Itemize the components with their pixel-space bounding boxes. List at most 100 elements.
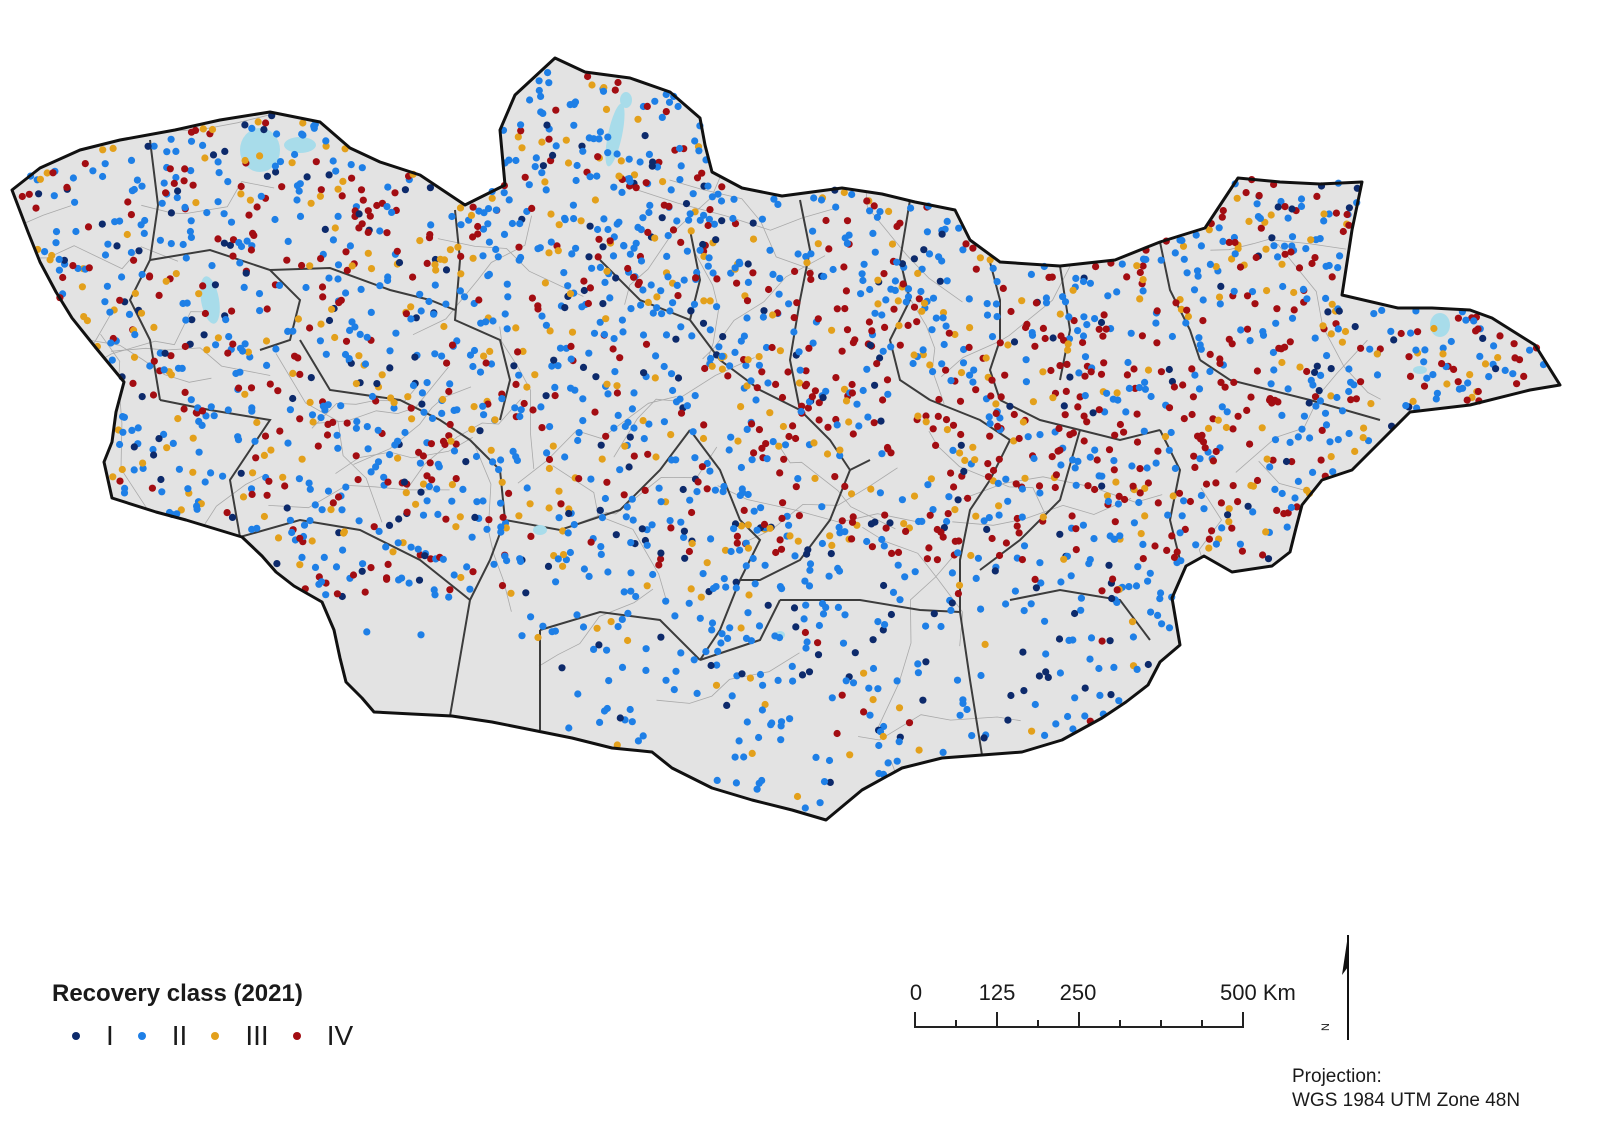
recovery-point-class-iii — [1430, 324, 1438, 333]
recovery-point-class-i — [749, 219, 757, 227]
recovery-point-class-i — [936, 277, 944, 285]
recovery-point-class-ii — [566, 548, 575, 557]
recovery-point-class-ii — [579, 147, 587, 155]
recovery-point-class-iii — [1307, 236, 1315, 244]
recovery-point-class-i — [1106, 637, 1114, 645]
recovery-point-class-iii — [201, 154, 209, 162]
district-border-line — [1322, 58, 1472, 152]
recovery-point-class-ii — [1129, 633, 1137, 641]
recovery-point-class-iii — [348, 262, 356, 270]
recovery-point-class-iv — [552, 106, 560, 114]
recovery-point-class-ii — [398, 574, 406, 582]
recovery-point-class-ii — [1109, 395, 1117, 403]
recovery-point-class-ii — [333, 431, 341, 439]
recovery-point-class-iii — [334, 185, 342, 193]
recovery-point-class-ii — [456, 287, 464, 295]
province-border-line — [788, 199, 812, 411]
recovery-point-class-i — [113, 242, 121, 250]
recovery-point-class-ii — [573, 611, 581, 619]
recovery-point-class-ii — [1192, 541, 1200, 549]
recovery-point-class-ii — [968, 732, 976, 740]
recovery-point-class-ii — [479, 225, 488, 233]
recovery-point-class-ii — [662, 331, 671, 339]
recovery-point-class-iv — [283, 256, 291, 264]
recovery-point-class-ii — [610, 335, 618, 343]
recovery-point-class-ii — [1158, 620, 1166, 628]
legend-item-iii: III — [211, 1022, 269, 1050]
recovery-point-class-iv — [514, 348, 522, 356]
recovery-point-class-ii — [743, 718, 751, 726]
recovery-point-class-i — [1305, 399, 1313, 407]
recovery-point-class-i — [325, 171, 333, 179]
recovery-point-class-iii — [699, 434, 708, 443]
recovery-point-class-iv — [1165, 404, 1174, 412]
recovery-point-class-ii — [841, 234, 849, 242]
recovery-point-class-iii — [256, 152, 264, 160]
recovery-point-class-ii — [346, 326, 354, 334]
recovery-point-class-ii — [384, 273, 392, 281]
recovery-point-class-ii — [649, 570, 657, 579]
recovery-point-class-ii — [248, 124, 256, 132]
recovery-point-class-ii — [1322, 294, 1330, 302]
recovery-point-class-iv — [335, 299, 343, 307]
recovery-point-class-iv — [323, 431, 332, 439]
recovery-point-class-ii — [959, 699, 967, 708]
recovery-point-class-i — [138, 393, 146, 401]
district-border-line — [12, 721, 91, 820]
recovery-point-class-iv — [1273, 305, 1281, 313]
recovery-point-class-ii — [993, 278, 1001, 286]
recovery-point-class-ii — [468, 533, 476, 541]
recovery-point-class-ii — [1334, 264, 1342, 272]
recovery-point-class-i — [543, 121, 551, 129]
recovery-point-class-iv — [1357, 378, 1365, 386]
recovery-point-class-ii — [220, 210, 228, 218]
recovery-point-class-iii — [743, 382, 751, 390]
recovery-point-class-iv — [428, 476, 436, 484]
recovery-point-class-iv — [1031, 575, 1039, 584]
recovery-point-class-ii — [1027, 600, 1035, 608]
recovery-point-class-iv — [446, 586, 454, 594]
recovery-point-class-ii — [320, 553, 328, 562]
recovery-point-class-iv — [312, 158, 320, 166]
recovery-point-class-iii — [1056, 310, 1064, 318]
recovery-point-class-ii — [599, 87, 608, 95]
recovery-point-class-ii — [1322, 262, 1330, 270]
recovery-point-class-ii — [567, 384, 575, 392]
recovery-point-class-ii — [414, 545, 422, 553]
recovery-point-class-iii — [253, 418, 261, 427]
recovery-point-class-iv — [180, 405, 188, 413]
recovery-point-class-ii — [1218, 403, 1226, 411]
recovery-point-class-ii — [329, 157, 337, 165]
recovery-point-class-ii — [600, 215, 608, 223]
recovery-point-class-ii — [317, 578, 326, 586]
recovery-point-class-i — [400, 478, 409, 486]
recovery-point-class-ii — [101, 251, 110, 259]
recovery-point-class-ii — [693, 268, 701, 277]
recovery-point-class-ii — [615, 218, 623, 226]
recovery-point-class-i — [401, 186, 409, 194]
recovery-point-class-iv — [403, 508, 411, 516]
recovery-point-class-i — [260, 126, 268, 134]
recovery-point-class-iii — [879, 732, 887, 741]
recovery-point-class-ii — [140, 229, 148, 237]
recovery-point-class-iv — [772, 380, 780, 388]
recovery-point-class-iv — [624, 264, 632, 273]
recovery-point-class-ii — [593, 172, 601, 180]
recovery-point-class-ii — [1307, 376, 1315, 384]
recovery-point-class-iii — [294, 315, 302, 323]
recovery-point-class-ii — [628, 495, 636, 503]
recovery-point-class-ii — [790, 328, 798, 336]
recovery-point-class-i — [760, 307, 768, 315]
recovery-point-class-iii — [976, 254, 985, 262]
recovery-point-class-iii — [826, 532, 834, 540]
recovery-point-class-iv — [586, 284, 595, 292]
recovery-point-class-iv — [591, 408, 599, 416]
recovery-point-class-ii — [1069, 725, 1077, 733]
recovery-point-class-ii — [1218, 524, 1226, 532]
recovery-point-class-iii — [761, 700, 769, 709]
recovery-point-class-ii — [1200, 505, 1208, 513]
recovery-point-class-ii — [501, 552, 509, 560]
recovery-point-class-i — [1010, 338, 1019, 346]
recovery-point-class-iv — [551, 392, 559, 400]
recovery-point-class-ii — [127, 156, 136, 164]
